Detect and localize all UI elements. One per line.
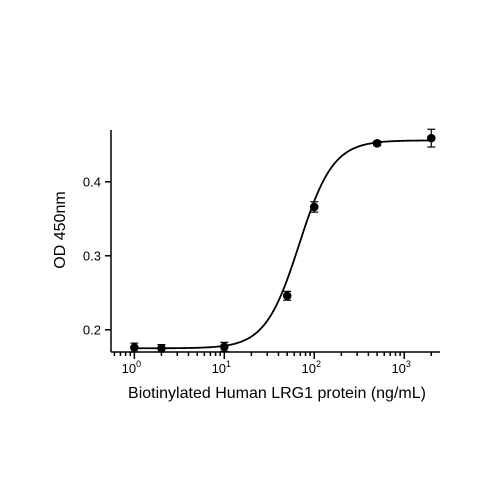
x-tick-label: 101	[212, 359, 231, 376]
data-point	[426, 133, 436, 143]
axis-ticks: 0.2 0.3 0.4 100 101 102 103	[83, 174, 433, 376]
data-points	[130, 128, 436, 353]
x-axis-title: Biotinylated Human LRG1 protein (ng/mL)	[128, 385, 426, 402]
x-tick-label: 103	[391, 359, 410, 376]
data-point	[220, 342, 229, 352]
x-tick-label: 100	[122, 359, 141, 376]
data-point	[130, 343, 139, 352]
data-point	[372, 139, 382, 148]
data-point	[309, 202, 319, 212]
fit-curve	[134, 139, 432, 350]
data-point	[157, 344, 166, 353]
y-tick-label: 0.3	[83, 248, 101, 263]
axes	[110, 130, 440, 353]
y-tick-label: 0.2	[83, 322, 101, 337]
y-axis-title: OD 450nm	[52, 191, 69, 268]
x-tick-label: 102	[302, 359, 321, 376]
data-point	[282, 291, 292, 301]
y-tick-label: 0.4	[83, 174, 101, 189]
